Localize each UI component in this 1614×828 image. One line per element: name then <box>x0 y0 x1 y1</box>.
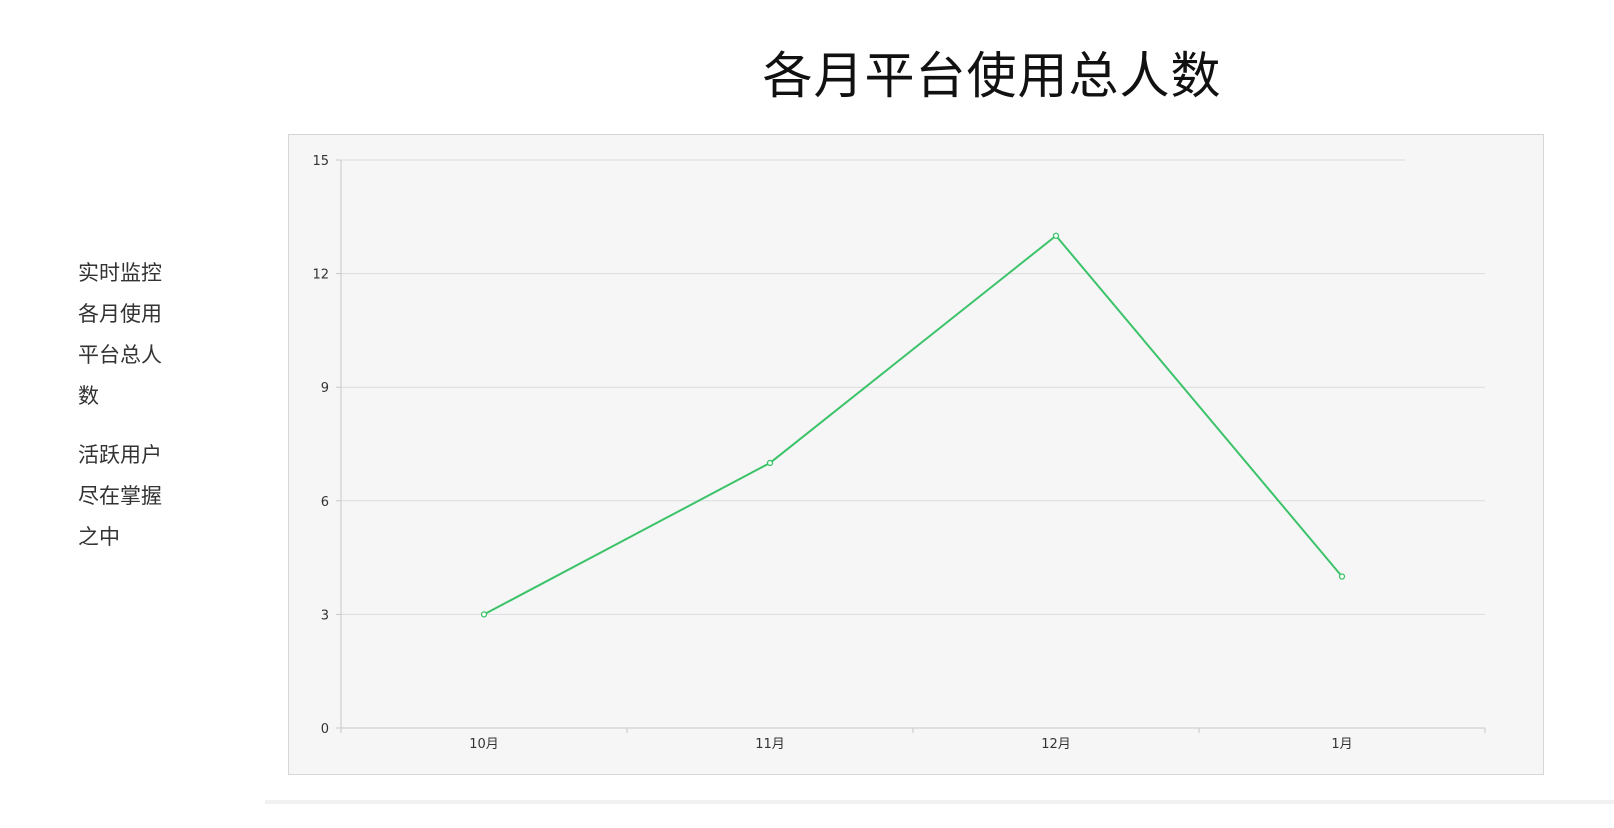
sidebar-description: 实时监控各月使用平台总人数 活跃用户尽在掌握之中 <box>78 253 178 576</box>
series-line <box>483 234 1343 616</box>
data-point <box>1338 573 1346 580</box>
page-title: 各月平台使用总人数 <box>762 47 1222 105</box>
data-point <box>1052 232 1060 239</box>
y-tick-label: 9 <box>321 381 329 396</box>
data-point <box>480 611 488 618</box>
bottom-divider <box>265 800 1614 804</box>
description-paragraph-1: 实时监控各月使用平台总人数 <box>78 261 162 408</box>
y-tick-label: 12 <box>312 268 329 283</box>
x-tick-label: 1月 <box>1331 737 1352 752</box>
x-tick-label: 11月 <box>755 737 785 752</box>
line-chart: 0 3 6 9 12 15 10月 11月 12月 1月 <box>312 154 1486 752</box>
data-point <box>766 459 774 467</box>
y-tick-label: 3 <box>321 608 329 623</box>
line-chart-container: 0 3 6 9 12 15 10月 11月 12月 1月 <box>288 134 1544 775</box>
y-tick-label: 6 <box>321 495 329 510</box>
y-tick-label: 15 <box>312 154 329 169</box>
description-paragraph-2: 活跃用户尽在掌握之中 <box>78 443 162 549</box>
x-tick-label: 10月 <box>469 737 499 752</box>
y-tick-label: 0 <box>321 722 329 737</box>
x-tick-label: 12月 <box>1041 737 1071 752</box>
